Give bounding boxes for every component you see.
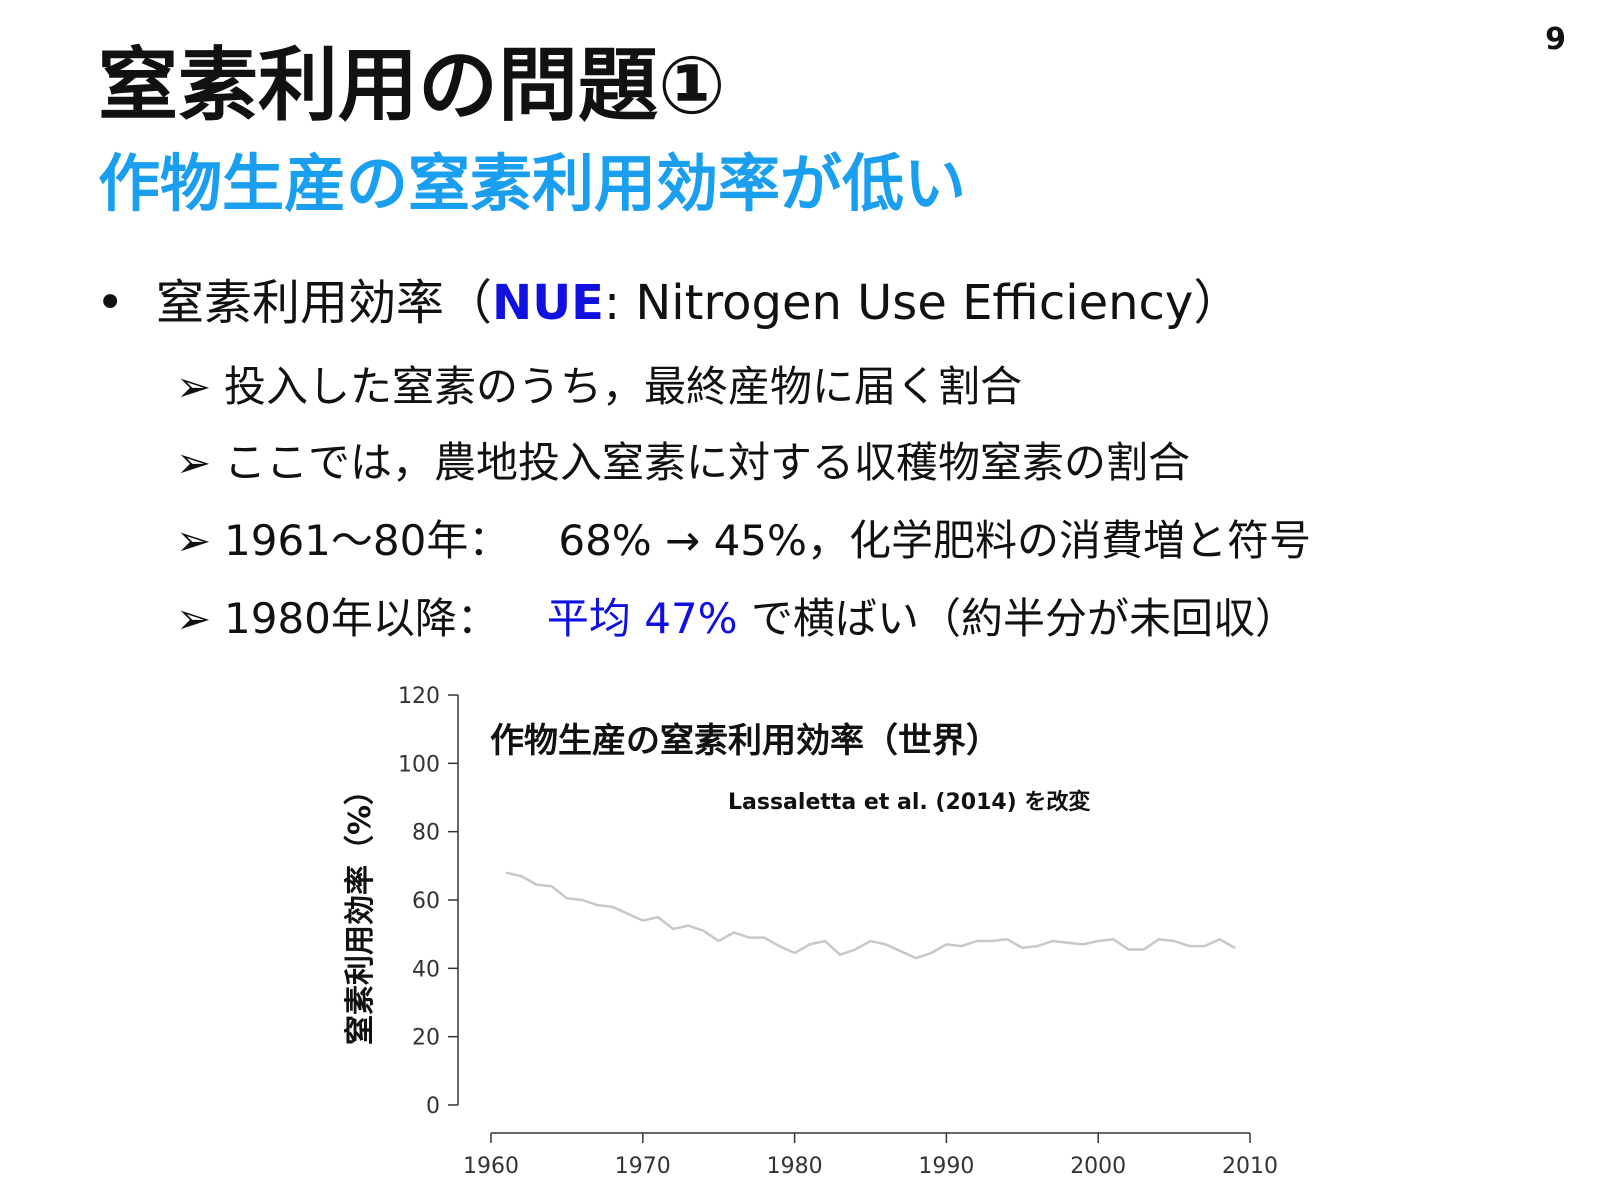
- data-point: [945, 943, 948, 946]
- data-point: [809, 943, 811, 946]
- nue-abbr: NUE: [492, 275, 604, 331]
- sub-item-definition: ➢ 投入した窒素のうち，最終産物に届く割合: [176, 362, 1022, 412]
- data-point: [505, 871, 508, 874]
- y-tick-label: 60: [412, 889, 440, 914]
- data-point: [991, 940, 993, 942]
- data-point: [596, 904, 599, 906]
- data-point: [1188, 945, 1191, 947]
- y-axis-label: 窒素利用効率（%）: [343, 775, 378, 1045]
- x-tick-label: 2000: [1070, 1154, 1126, 1179]
- data-point: [581, 899, 583, 901]
- data-point: [733, 931, 735, 934]
- x-axis: 1960 1970 1980 1990 2000 2010: [463, 1132, 1278, 1179]
- data-point: [642, 919, 644, 922]
- sub-item-text: ここでは，農地投入窒素に対する収穫物窒素の割合: [224, 438, 1191, 487]
- data-point: [930, 952, 932, 954]
- bullet-suffix: : Nitrogen Use Efficiency）: [603, 275, 1242, 331]
- data-point: [1218, 938, 1221, 941]
- x-tick-label: 1990: [918, 1154, 974, 1179]
- data-point: [1142, 948, 1145, 951]
- data-point: [550, 885, 553, 888]
- data-point: [1082, 943, 1084, 946]
- data-point: [778, 945, 781, 947]
- data-point: [900, 950, 902, 953]
- sub-item-text: 68% → 45%，化学肥料の消費増と符号: [558, 516, 1311, 565]
- data-point: [748, 936, 750, 939]
- data-point: [1203, 945, 1206, 947]
- bullet-marker: •: [96, 275, 125, 331]
- data-point: [611, 906, 614, 908]
- data-point: [520, 875, 523, 877]
- data-point: [869, 940, 872, 942]
- arrow-bullet-icon: ➢: [176, 594, 212, 643]
- arrow-bullet-icon: ➢: [176, 438, 212, 487]
- data-point: [1067, 941, 1069, 944]
- data-point: [535, 883, 538, 886]
- bullet-nue: • 窒素利用効率（NUE: Nitrogen Use Efficiency）: [96, 275, 1241, 333]
- x-tick-label: 1960: [463, 1154, 519, 1179]
- data-point: [672, 928, 674, 930]
- series-group: [505, 871, 1236, 960]
- data-point: [1158, 938, 1160, 941]
- data-point: [1234, 947, 1236, 949]
- data-point: [915, 957, 917, 959]
- data-point: [657, 916, 659, 918]
- data-point: [717, 940, 720, 942]
- data-point: [1051, 940, 1054, 942]
- sub-item-text: 投入した窒素のうち，最終産物に届く割合: [224, 362, 1023, 411]
- bullet-prefix: 窒素利用効率（: [156, 275, 493, 331]
- y-tick-label: 40: [412, 957, 440, 982]
- data-point: [1112, 938, 1115, 941]
- sub-item-after-1980: ➢ 1980年以降： 平均 47% で横ばい（約半分が未回収）: [176, 594, 1297, 644]
- data-point: [839, 953, 841, 956]
- data-point: [1036, 945, 1039, 947]
- sub-item-1961-80: ➢ 1961～80年： 68% → 45%，化学肥料の消費増と符号: [176, 516, 1311, 566]
- data-point: [1127, 948, 1130, 951]
- y-tick-label: 20: [412, 1026, 440, 1051]
- y-tick-label: 100: [398, 752, 440, 777]
- sub-item-label: 1980年以降：: [224, 594, 499, 643]
- data-point: [1006, 938, 1008, 941]
- x-tick-label: 1970: [615, 1154, 671, 1179]
- sub-item-scope: ➢ ここでは，農地投入窒素に対する収穫物窒素の割合: [176, 438, 1190, 488]
- y-tick-label: 80: [412, 821, 440, 846]
- data-point: [1097, 940, 1099, 942]
- x-tick-label: 2010: [1222, 1154, 1278, 1179]
- data-point: [626, 912, 629, 915]
- arrow-bullet-icon: ➢: [176, 362, 212, 411]
- chart-title: 作物生産の窒素利用効率（世界）: [490, 721, 1000, 761]
- data-point: [976, 940, 978, 942]
- y-tick-label: 120: [398, 684, 440, 709]
- sub-item-text: で横ばい（約半分が未回収）: [750, 594, 1297, 643]
- data-point: [793, 952, 796, 954]
- data-point: [763, 936, 765, 939]
- data-point: [1021, 947, 1024, 949]
- data-point: [824, 940, 826, 942]
- data-point: [1173, 940, 1175, 942]
- slide-subtitle: 作物生産の窒素利用効率が低い: [98, 147, 967, 220]
- sub-item-label: 1961～80年：: [224, 516, 511, 565]
- average-highlight: 平均 47%: [546, 594, 738, 643]
- data-point: [854, 948, 857, 951]
- y-tick-label: 0: [426, 1094, 440, 1119]
- x-tick-label: 1980: [767, 1154, 823, 1179]
- chart-source: Lassaletta et al. (2014) を改変: [728, 789, 1090, 815]
- data-point: [960, 945, 963, 947]
- data-point: [702, 930, 705, 932]
- data-point: [884, 943, 887, 946]
- data-point: [687, 924, 690, 927]
- arrow-bullet-icon: ➢: [176, 516, 212, 565]
- slide-title: 窒素利用の問題①: [98, 39, 726, 132]
- series-line-nue: [505, 871, 1236, 960]
- page-number: 9: [1545, 22, 1566, 57]
- y-axis: 0 20 40 60 80 100 120: [398, 684, 459, 1119]
- data-point: [566, 897, 568, 900]
